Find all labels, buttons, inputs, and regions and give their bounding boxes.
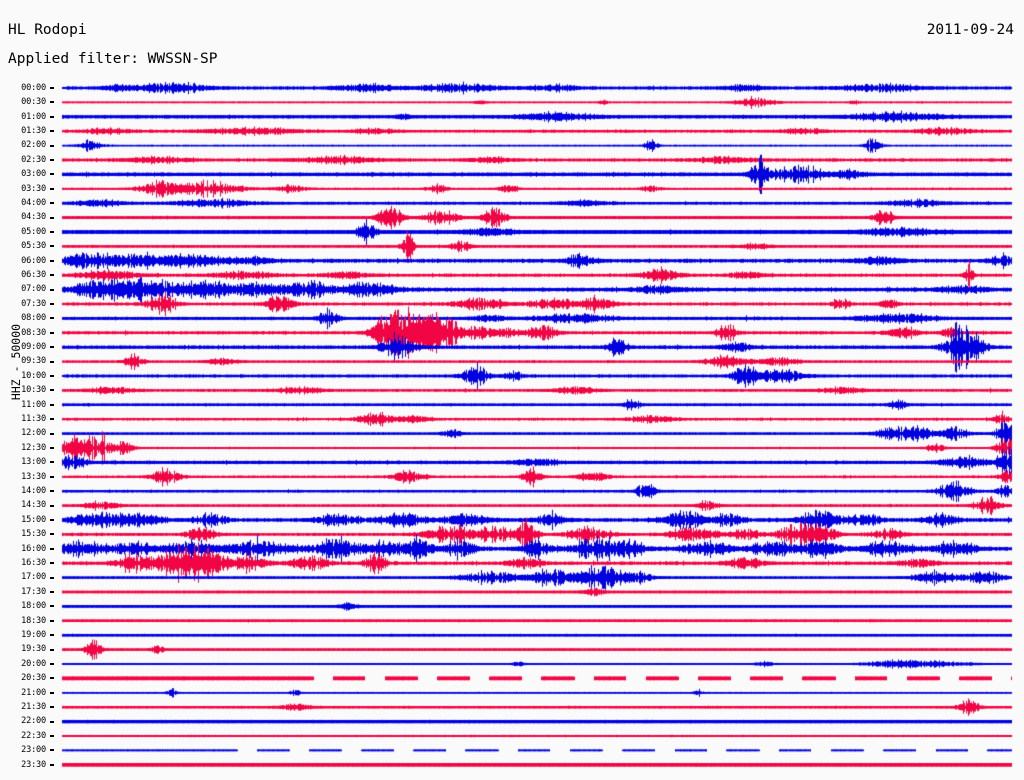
seismogram-traces xyxy=(0,0,1024,780)
helicorder-plot: HL Rodopi Applied filter: WWSSN-SP 2011-… xyxy=(0,0,1024,780)
